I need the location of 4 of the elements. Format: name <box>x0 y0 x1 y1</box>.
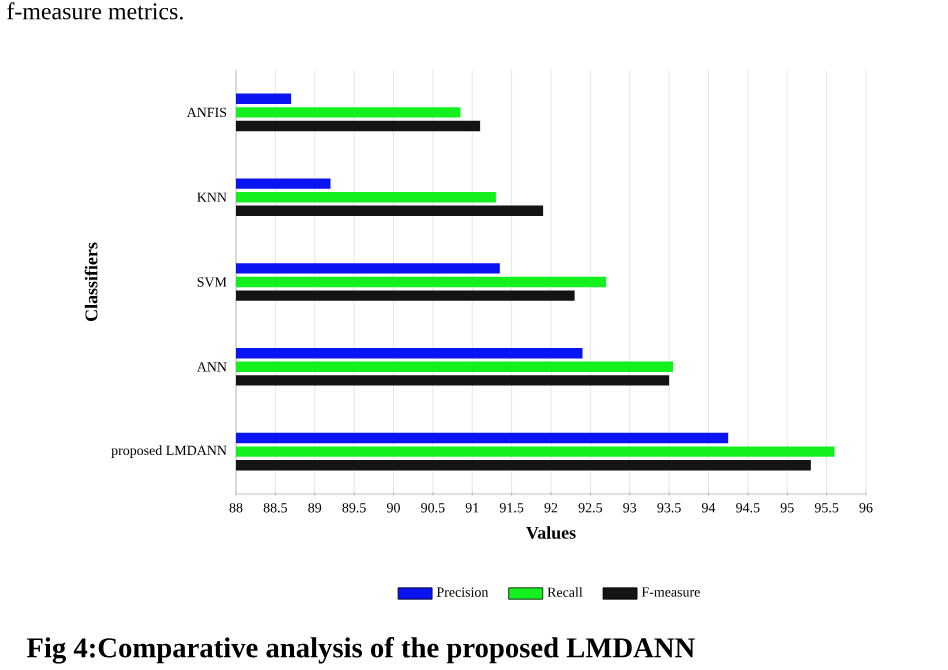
caption: Fig 4:Comparative analysis of the proposed LMDANN <box>26 637 695 664</box>
y-axis-title: Classifiers <box>84 242 98 321</box>
text: f-measure metrics. <box>7 2 183 20</box>
x-axis-title: Values <box>526 526 576 539</box>
